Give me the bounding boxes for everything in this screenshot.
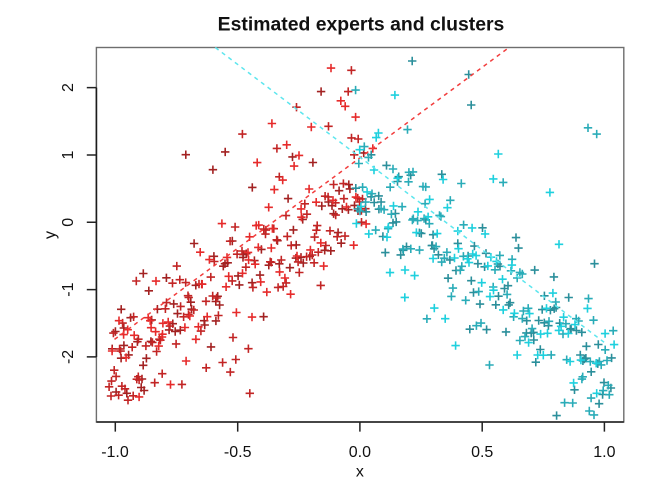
svg-text:1: 1 [60,150,77,159]
svg-text:-1.0: -1.0 [101,444,129,461]
svg-text:0: 0 [60,218,77,227]
svg-text:-0.5: -0.5 [224,444,252,461]
svg-text:Estimated experts and clusters: Estimated experts and clusters [218,14,505,36]
svg-text:2: 2 [60,83,77,92]
svg-text:x: x [356,464,364,480]
svg-text:1.0: 1.0 [593,444,615,461]
svg-text:0.0: 0.0 [349,444,371,461]
svg-text:y: y [42,231,59,239]
svg-text:-2: -2 [60,350,77,364]
svg-text:-1: -1 [60,282,77,296]
svg-text:0.5: 0.5 [471,444,493,461]
